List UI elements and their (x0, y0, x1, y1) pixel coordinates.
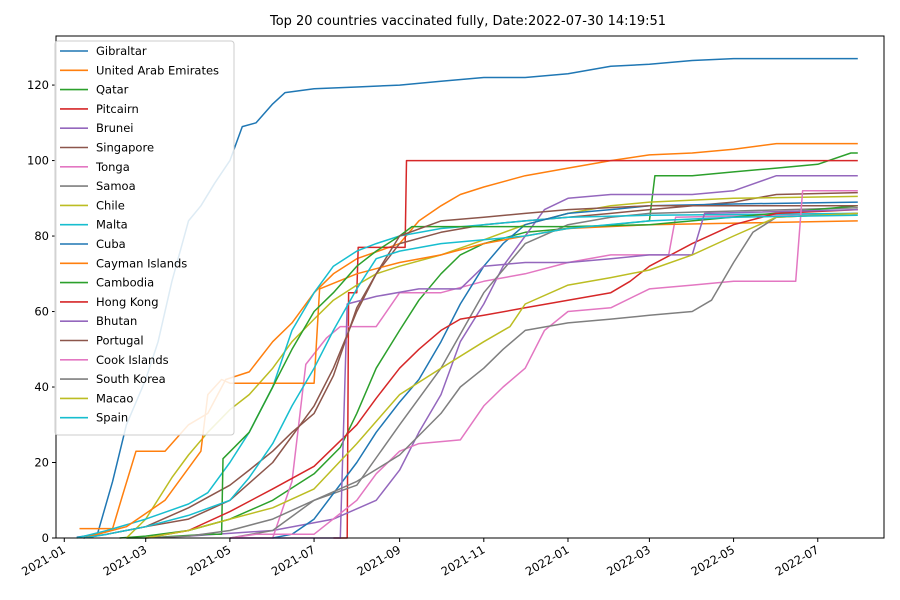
series-line-united-arab-emirates (79, 142, 858, 530)
series-line-cambodia (126, 205, 858, 539)
series-line-malta (76, 212, 858, 539)
series-line-bhutan (229, 208, 858, 539)
x-tick-label: 2021-05 (185, 542, 234, 578)
series-line-qatar (119, 152, 858, 539)
legend-label: Portugal (96, 334, 144, 348)
series-layer (76, 57, 858, 539)
x-tick-label: 2021-01 (19, 542, 68, 578)
series-line-samoa (229, 206, 858, 539)
y-tick-label: 120 (27, 78, 49, 92)
legend-label: Pitcairn (96, 102, 139, 116)
y-tick-label: 40 (34, 380, 49, 394)
series-line-cook-islands (229, 190, 858, 539)
chart-title: Top 20 countries vaccinated fully, Date:… (269, 14, 666, 29)
x-tick-label: 2021-07 (269, 542, 318, 578)
series-line-cuba (272, 201, 858, 539)
series-line-chile (125, 195, 858, 539)
y-tick-label: 100 (27, 154, 49, 168)
legend-label: Cayman Islands (96, 256, 187, 270)
series-line-hong-kong (145, 208, 858, 539)
x-tick-label: 2022-05 (688, 542, 737, 578)
series-line-south-korea (145, 212, 858, 539)
legend-label: Hong Kong (96, 295, 159, 309)
legend-label: Gibraltar (96, 44, 147, 58)
x-tick-label: 2022-07 (773, 542, 822, 578)
y-tick-label: 80 (34, 229, 49, 243)
legend: Gibraltar United Arab Emirates Qatar Pitcai… (54, 40, 235, 436)
legend-label: Tonga (95, 160, 130, 174)
x-tick-label: 2022-01 (523, 542, 572, 578)
series-line-tonga (229, 212, 858, 539)
x-tick-label: 2021-03 (101, 542, 150, 578)
legend-label: Chile (96, 198, 125, 212)
legend-label: Spain (96, 411, 128, 425)
y-tick-label: 20 (34, 456, 49, 470)
series-line-portugal (83, 205, 858, 539)
x-tick-label: 2021-11 (439, 542, 488, 578)
legend-label: Macao (96, 391, 133, 405)
legend-label: Brunei (96, 121, 133, 135)
legend-label: South Korea (96, 372, 166, 386)
legend-label: United Arab Emirates (96, 63, 219, 77)
legend-box (54, 40, 235, 436)
series-line-spain (83, 214, 858, 539)
legend-label: Cambodia (96, 276, 154, 290)
legend-label: Malta (96, 218, 128, 232)
y-tick-label: 60 (34, 305, 49, 319)
series-line-brunei (188, 174, 858, 537)
legend-label: Bhutan (96, 314, 137, 328)
x-tick-label: 2022-03 (604, 542, 653, 578)
y-tick-label: 0 (42, 531, 49, 545)
legend-label: Cuba (96, 237, 126, 251)
series-line-pitcairn (333, 159, 858, 539)
legend-label: Qatar (96, 83, 129, 97)
legend-label: Samoa (96, 179, 136, 193)
legend-label: Singapore (96, 141, 154, 155)
series-line-macao (145, 212, 858, 539)
x-tick-label: 2021-09 (354, 542, 403, 578)
legend-label: Cook Islands (96, 353, 169, 367)
